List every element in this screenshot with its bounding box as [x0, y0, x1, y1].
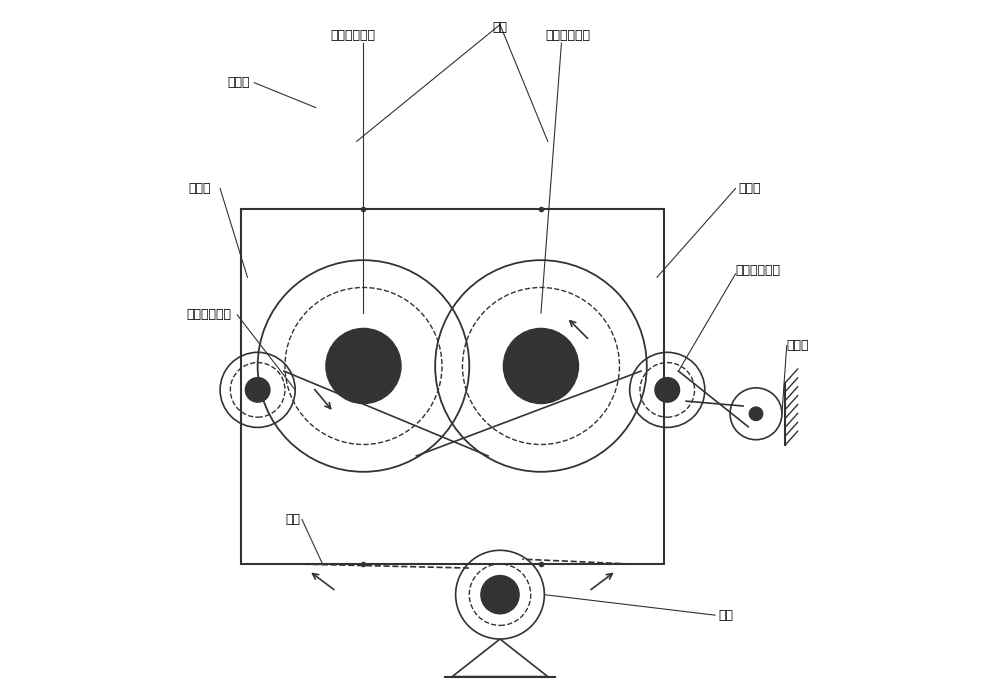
Circle shape: [749, 407, 763, 421]
Circle shape: [481, 576, 519, 614]
Circle shape: [326, 328, 401, 404]
Circle shape: [245, 377, 270, 402]
Text: 电机: 电机: [718, 609, 733, 622]
Text: 右主脱粒辊筒: 右主脱粒辊筒: [546, 29, 591, 41]
Text: 左辅脱粒辊筒: 左辅脱粒辊筒: [186, 308, 231, 321]
Circle shape: [503, 328, 579, 404]
Text: 左侧板: 左侧板: [188, 182, 211, 195]
Text: 底板: 底板: [285, 513, 300, 526]
Polygon shape: [452, 639, 548, 676]
Bar: [241, 209, 664, 564]
Text: 脱粒筋: 脱粒筋: [227, 76, 249, 89]
Text: 右侧板: 右侧板: [738, 182, 760, 195]
Circle shape: [655, 377, 680, 402]
Text: 左主脱粒辊筒: 左主脱粒辊筒: [331, 29, 376, 41]
Text: 右辅脱粒辊筒: 右辅脱粒辊筒: [736, 264, 781, 277]
Text: 压板: 压板: [492, 21, 508, 35]
Text: 定滑轮: 定滑轮: [787, 339, 809, 352]
